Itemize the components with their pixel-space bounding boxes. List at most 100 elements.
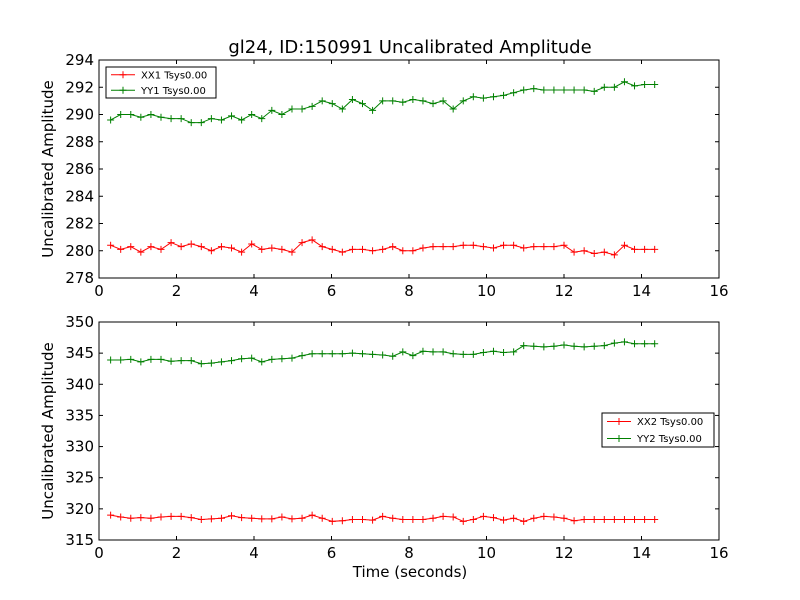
data-point-bottom-1-8 xyxy=(187,357,195,365)
data-point-bottom-1-37 xyxy=(479,349,487,357)
data-point-top-0-16 xyxy=(268,244,276,252)
legend-box-top xyxy=(105,66,217,99)
data-point-bottom-1-35 xyxy=(459,350,467,358)
data-point-bottom-1-6 xyxy=(167,357,175,365)
data-point-bottom-1-54 xyxy=(651,340,659,348)
data-point-top-1-35 xyxy=(459,97,467,105)
data-point-top-1-9 xyxy=(197,119,205,127)
data-point-top-0-33 xyxy=(439,243,447,251)
data-point-bottom-0-24 xyxy=(348,515,356,523)
data-point-bottom-0-18 xyxy=(288,515,296,523)
x-axis-label: Time (seconds) xyxy=(352,563,468,581)
chart-title: gl24, ID:150991 Uncalibrated Amplitude xyxy=(228,37,591,58)
data-point-bottom-0-21 xyxy=(318,514,326,522)
data-point-top-1-8 xyxy=(187,119,195,127)
data-point-top-0-7 xyxy=(177,243,185,251)
data-point-top-1-44 xyxy=(550,86,558,94)
data-point-top-1-43 xyxy=(540,86,548,94)
data-point-top-0-40 xyxy=(510,241,518,249)
legend-top: XX1 Tsys0.00 YY1 Tsys0.00 xyxy=(105,66,217,99)
data-point-top-0-35 xyxy=(459,241,467,249)
x-tick-label-top-3: 6 xyxy=(327,282,337,300)
data-point-bottom-1-32 xyxy=(429,348,437,356)
data-point-top-1-2 xyxy=(127,111,135,118)
data-point-top-0-8 xyxy=(187,240,195,248)
data-point-bottom-1-25 xyxy=(359,350,366,358)
data-point-top-0-51 xyxy=(620,241,628,249)
data-point-top-1-18 xyxy=(288,105,296,113)
data-point-top-1-50 xyxy=(610,83,618,91)
data-point-bottom-1-16 xyxy=(268,355,276,363)
data-point-top-0-12 xyxy=(228,244,236,252)
data-point-top-0-29 xyxy=(399,247,407,255)
data-point-bottom-1-18 xyxy=(288,354,296,362)
data-point-bottom-0-50 xyxy=(610,515,618,523)
data-point-bottom-0-33 xyxy=(439,512,447,520)
data-point-bottom-1-42 xyxy=(530,342,538,350)
y-tick-label-bottom-1: 320 xyxy=(65,500,94,518)
legend-marker-bottom-0 xyxy=(615,418,623,425)
data-point-top-1-27 xyxy=(379,97,387,105)
x-tick-label-top-2: 4 xyxy=(249,282,259,300)
data-point-top-0-11 xyxy=(217,243,225,251)
data-point-top-1-40 xyxy=(510,89,518,97)
y-tick-label-bottom-5: 340 xyxy=(65,375,94,393)
data-point-bottom-0-15 xyxy=(258,515,266,523)
data-point-bottom-1-3 xyxy=(137,358,145,366)
data-point-top-0-34 xyxy=(449,243,457,251)
data-point-top-0-13 xyxy=(238,248,246,256)
data-point-top-0-39 xyxy=(500,241,508,249)
data-point-top-0-46 xyxy=(570,248,578,256)
x-tick-label-top-5: 10 xyxy=(477,282,496,300)
y-tick-label-bottom-0: 315 xyxy=(65,531,94,549)
plot-frame-bottom xyxy=(98,321,720,541)
data-point-bottom-0-29 xyxy=(399,515,407,523)
data-point-top-0-28 xyxy=(389,243,397,251)
data-point-bottom-0-1 xyxy=(117,513,125,521)
x-tick-label-bottom-6: 12 xyxy=(554,544,573,562)
data-point-top-1-0 xyxy=(107,116,115,124)
data-point-bottom-0-54 xyxy=(651,515,659,523)
data-point-top-0-21 xyxy=(318,243,326,251)
data-point-bottom-1-40 xyxy=(510,348,518,356)
data-point-bottom-0-32 xyxy=(429,514,437,522)
data-point-top-0-24 xyxy=(348,245,356,253)
data-point-top-1-47 xyxy=(580,86,588,94)
data-point-bottom-1-15 xyxy=(258,358,266,366)
data-point-bottom-0-25 xyxy=(359,515,366,523)
data-point-top-0-1 xyxy=(117,245,125,253)
data-point-bottom-1-30 xyxy=(409,352,417,360)
legend-marker-top-0 xyxy=(119,71,127,79)
data-point-top-0-0 xyxy=(107,241,115,249)
data-point-bottom-1-53 xyxy=(641,340,649,348)
data-point-top-0-36 xyxy=(469,241,477,249)
y-tick-label-top-5: 288 xyxy=(65,133,94,151)
data-point-top-1-13 xyxy=(238,116,246,124)
data-point-top-1-10 xyxy=(207,115,215,123)
data-point-bottom-1-50 xyxy=(610,339,618,347)
data-point-top-0-27 xyxy=(379,245,387,253)
data-point-top-1-23 xyxy=(338,105,346,113)
x-tick-label-bottom-8: 16 xyxy=(709,544,728,562)
data-point-top-1-36 xyxy=(469,93,477,101)
data-point-bottom-1-20 xyxy=(308,350,316,358)
data-point-top-1-45 xyxy=(560,86,568,94)
data-point-top-1-19 xyxy=(298,105,306,113)
data-point-top-1-29 xyxy=(399,98,407,106)
y-tick-label-top-4: 286 xyxy=(65,160,94,178)
data-point-top-0-20 xyxy=(308,236,316,244)
data-point-top-1-33 xyxy=(439,97,447,105)
data-point-bottom-0-47 xyxy=(580,515,588,523)
data-point-top-1-26 xyxy=(369,106,377,114)
y-tick-label-bottom-6: 345 xyxy=(65,344,94,362)
x-tick-label-bottom-1: 2 xyxy=(172,544,182,562)
y-tick-label-top-8: 294 xyxy=(65,51,94,69)
data-point-top-0-2 xyxy=(127,243,135,251)
data-point-top-0-47 xyxy=(580,247,588,255)
data-point-top-1-14 xyxy=(248,111,256,118)
data-point-top-0-32 xyxy=(429,243,437,251)
data-point-bottom-1-11 xyxy=(217,358,225,366)
data-point-top-0-3 xyxy=(137,248,145,256)
data-point-top-1-51 xyxy=(620,78,628,86)
data-point-bottom-1-44 xyxy=(550,342,558,350)
